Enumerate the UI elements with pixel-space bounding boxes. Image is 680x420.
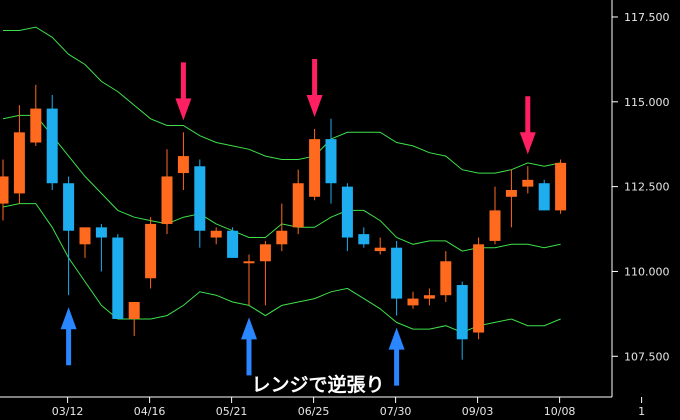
axes (0, 0, 613, 398)
candle (440, 251, 452, 302)
candle-body (423, 295, 435, 299)
candle (177, 132, 189, 191)
candle-body (177, 156, 189, 174)
candle-body (194, 166, 206, 231)
x-tick-label: 09/03 (462, 405, 494, 418)
candle (112, 234, 124, 319)
candle (210, 227, 222, 245)
candle (194, 159, 206, 248)
candle (128, 301, 140, 336)
x-tick-label: 07/30 (380, 405, 412, 418)
candle (456, 281, 468, 360)
candle-body (243, 261, 255, 264)
candle (473, 237, 485, 340)
chart-caption: レンジで逆張り (251, 373, 384, 396)
candle-body (538, 183, 550, 211)
candle (259, 240, 271, 306)
x-tick-label: 06/25 (298, 405, 330, 418)
x-tick-label: 05/21 (216, 405, 248, 418)
x-tick-label: 10/08 (544, 405, 576, 418)
y-tick-label: 115.000 (624, 96, 670, 109)
candle-body (46, 108, 58, 184)
candle-body (259, 244, 271, 262)
candle (407, 291, 419, 309)
candle (161, 149, 173, 235)
signal-arrows (60, 58, 536, 386)
candle-body (374, 247, 386, 252)
candle-body (95, 227, 107, 238)
candle (505, 169, 517, 228)
candle-body (30, 108, 42, 143)
candle (30, 84, 42, 146)
candle-body (13, 132, 25, 194)
sell-arrow (519, 96, 536, 155)
y-tick-label: 112.500 (624, 181, 670, 194)
candle (292, 169, 304, 235)
candle-body (505, 190, 517, 197)
buy-arrow (388, 327, 405, 386)
y-tick-label: 110.000 (624, 265, 670, 278)
candle (358, 227, 370, 248)
y-axis-ticks: 117.500 115.000 112.500 110.000 107.500 (612, 11, 670, 363)
candle-body (555, 162, 567, 211)
buy-arrow (241, 317, 257, 376)
candle (13, 105, 25, 204)
candle (145, 217, 157, 289)
candle-body (0, 176, 9, 204)
candle (95, 223, 107, 272)
sell-arrow (306, 58, 323, 117)
candle-body (391, 247, 403, 299)
candle (423, 288, 435, 306)
candle-body (161, 176, 173, 224)
candle-body (407, 298, 419, 306)
candle (538, 179, 550, 211)
candle-body (341, 186, 353, 238)
candle (243, 254, 255, 306)
candle (46, 95, 58, 191)
candle-body (276, 230, 288, 245)
band-upper-line (3, 26, 561, 174)
y-tick-label: 117.500 (624, 11, 670, 24)
candle (63, 176, 75, 296)
candle (555, 159, 567, 214)
x-tick-label: 03/12 (52, 405, 84, 418)
candle (325, 118, 337, 204)
candle-body (309, 139, 321, 197)
candle-body (128, 301, 140, 319)
candle-body (325, 139, 337, 184)
candles (0, 84, 567, 360)
candle-body (456, 285, 468, 340)
candle-body (358, 234, 370, 245)
x-tick-label: 04/16 (134, 405, 166, 418)
candle (276, 203, 288, 252)
candle (489, 186, 501, 245)
candle-body (112, 237, 124, 319)
y-tick-label: 107.500 (624, 350, 670, 363)
candle-body (522, 179, 534, 187)
candle-body (79, 227, 91, 245)
candle-body (210, 230, 222, 238)
buy-arrow (60, 307, 77, 366)
candle (341, 183, 353, 252)
x-tick-label: 1 (638, 405, 645, 418)
candle (391, 240, 403, 316)
candle-body (440, 261, 452, 296)
candle (522, 166, 534, 194)
candle-body (145, 223, 157, 279)
candle-body (63, 183, 75, 231)
x-axis-ticks: 03/12 04/16 05/21 06/25 07/30 09/03 10/08 1 (52, 397, 645, 418)
candle (374, 237, 386, 255)
candle (309, 128, 321, 201)
candle-body (292, 183, 304, 228)
candle (227, 227, 239, 258)
sell-arrow (175, 62, 192, 121)
candle (0, 159, 9, 221)
candle (79, 227, 91, 258)
candle-body (489, 210, 501, 241)
candle-body (473, 244, 485, 333)
candle-body (227, 230, 239, 258)
